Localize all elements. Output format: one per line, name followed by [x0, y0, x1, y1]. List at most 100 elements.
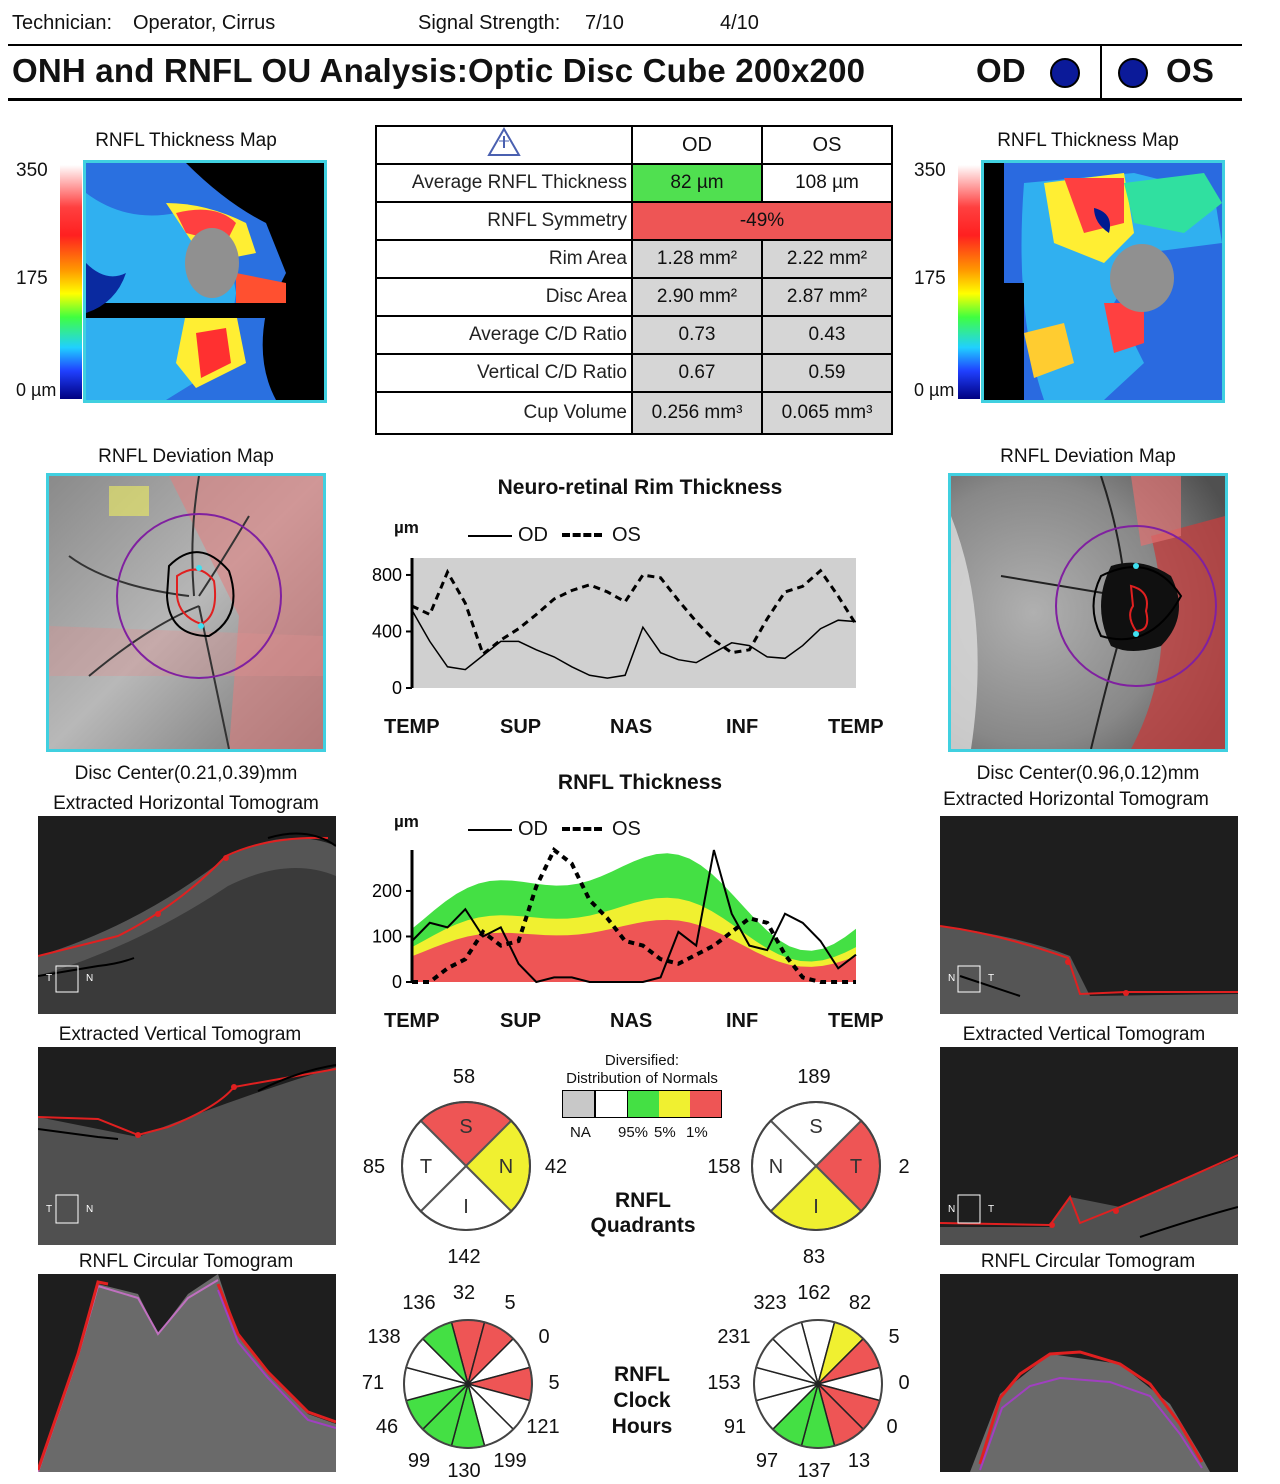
- od-clock-value: 199: [493, 1450, 527, 1472]
- row-value-merged: -49%: [631, 201, 893, 241]
- os-thickness-map: [981, 160, 1225, 403]
- row-label: Vertical C/D Ratio: [375, 353, 633, 393]
- os-circular-tomogram-title: RNFL Circular Tomogram: [980, 1251, 1196, 1272]
- rnfl-chart-unit: µm: [394, 812, 419, 831]
- clock-label-1: RNFL: [614, 1363, 670, 1386]
- os-clock-value: 153: [707, 1372, 741, 1394]
- svg-text:N: N: [86, 973, 93, 984]
- signal-od: 7/10: [585, 12, 624, 34]
- os-scale-mid: 175: [914, 268, 946, 289]
- od-deviation-map-title: RNFL Deviation Map: [98, 446, 274, 467]
- swatch-95: [628, 1091, 659, 1117]
- os-scale-min: 0 µm: [914, 380, 955, 400]
- norms-label-95: 95%: [618, 1124, 649, 1141]
- table-row: Rim Area 1.28 mm² 2.22 mm²: [375, 239, 893, 279]
- od-clock-value: 0: [538, 1326, 550, 1348]
- row-value-os: 108 µm: [761, 163, 893, 203]
- od-eye-icon: [1050, 58, 1080, 88]
- quadrant-letter: S: [809, 1116, 822, 1138]
- os-quadrant-t-value: 2: [898, 1156, 910, 1178]
- row-value-od: 0.73: [631, 315, 763, 355]
- od-scale-mid: 175: [16, 268, 48, 289]
- od-thickness-map-title: RNFL Thickness Map: [95, 130, 277, 151]
- svg-text:N: N: [948, 1204, 955, 1215]
- row-label: RNFL Symmetry: [375, 201, 633, 241]
- os-clock-value: 231: [717, 1326, 751, 1348]
- table-row: Average C/D Ratio 0.73 0.43: [375, 315, 893, 355]
- svg-text:N: N: [948, 973, 955, 984]
- os-deviation-map-title: RNFL Deviation Map: [1000, 446, 1176, 467]
- od-quadrant-n-value: 42: [544, 1156, 568, 1178]
- signal-os: 4/10: [720, 12, 759, 34]
- quadrant-letter: T: [850, 1156, 862, 1178]
- parameters-table: OD OS Average RNFL Thickness 82 µm 108 µ…: [375, 125, 893, 435]
- os-quadrant-n-value: 158: [707, 1156, 741, 1178]
- page-title: ONH and RNFL OU Analysis:Optic Disc Cube…: [12, 52, 866, 89]
- header-divider-top: [8, 44, 1242, 46]
- row-label: Cup Volume: [375, 391, 633, 435]
- norms-label-5: 5%: [654, 1124, 676, 1141]
- norms-legend-swatches: [562, 1090, 722, 1118]
- os-clock-value: 97: [755, 1450, 779, 1472]
- od-circular-tomogram-title: RNFL Circular Tomogram: [78, 1251, 294, 1272]
- os-clock-value: 82: [848, 1292, 872, 1314]
- od-quadrant-chart: S N I T: [401, 1101, 531, 1231]
- os-clock-value: 13: [847, 1450, 871, 1472]
- row-value-od: 2.90 mm²: [631, 277, 763, 317]
- os-clock-value: 5: [888, 1326, 900, 1348]
- row-value-os: 2.22 mm²: [761, 239, 893, 279]
- rim-chart: 0 400 800: [372, 558, 858, 698]
- rnfl-x-label-nas: NAS: [610, 1010, 653, 1032]
- rim-os-series-line: [411, 568, 858, 657]
- rnfl-od-series-line: [411, 849, 857, 984]
- os-quadrant-s-value: 189: [797, 1066, 831, 1088]
- rnfl-legend-os-line: [562, 827, 602, 831]
- os-eye-icon: [1118, 58, 1148, 88]
- row-label: Rim Area: [375, 239, 633, 279]
- warning-icon: [487, 126, 521, 156]
- rim-chart-title: Neuro-retinal Rim Thickness: [497, 476, 783, 499]
- od-clock-value: 71: [361, 1372, 385, 1394]
- normal-band-red: [412, 919, 856, 982]
- os-quadrant-i-value: 83: [802, 1246, 826, 1268]
- table-row: RNFL Symmetry -49%: [375, 201, 893, 241]
- y-tick-label: 100: [372, 926, 402, 946]
- warning-cell: [375, 125, 633, 165]
- quadrant-letter: I: [463, 1196, 469, 1218]
- quadrant-letter: N: [769, 1156, 783, 1178]
- row-value-os: 0.59: [761, 353, 893, 393]
- norms-label-na: NA: [570, 1124, 591, 1141]
- row-label: Average C/D Ratio: [375, 315, 633, 355]
- svg-text:T: T: [988, 973, 994, 984]
- os-clock-value: 137: [797, 1460, 831, 1482]
- os-clock-value: 323: [753, 1292, 787, 1314]
- rim-x-label-temp: TEMP: [384, 716, 440, 738]
- norms-legend-title2: Distribution of Normals: [566, 1070, 718, 1087]
- clock-label-2: Clock: [613, 1389, 671, 1412]
- os-clock-value: 0: [898, 1372, 910, 1394]
- row-value-os: 0.43: [761, 315, 893, 355]
- os-vertical-tomogram: N T: [939, 1047, 1239, 1245]
- os-clock-chart: [753, 1319, 883, 1449]
- od-clock-value: 136: [402, 1292, 436, 1314]
- table-header-os: OS: [761, 125, 893, 165]
- y-tick-label: 800: [372, 565, 402, 585]
- table-row: Disc Area 2.90 mm² 2.87 mm²: [375, 277, 893, 317]
- os-clock-value: 91: [723, 1416, 747, 1438]
- norms-label-1: 1%: [686, 1124, 708, 1141]
- od-horizontal-tomogram-title: Extracted Horizontal Tomogram: [53, 793, 319, 814]
- swatch-5: [659, 1091, 690, 1117]
- os-clock-value: 0: [886, 1416, 898, 1438]
- svg-text:T: T: [988, 1204, 994, 1215]
- swatch-na: [563, 1091, 596, 1117]
- row-value-od: 82 µm: [631, 163, 763, 203]
- rim-legend-os: OS: [612, 524, 641, 546]
- od-clock-value: 5: [504, 1292, 516, 1314]
- od-clock-value: 99: [407, 1450, 431, 1472]
- os-deviation-map: [948, 473, 1228, 752]
- od-quadrant-t-value: 85: [362, 1156, 386, 1178]
- table-row: Vertical C/D Ratio 0.67 0.59: [375, 353, 893, 393]
- od-scale-max: 350: [16, 160, 48, 181]
- od-quadrant-i-value: 142: [447, 1246, 481, 1268]
- rnfl-x-label-temp: TEMP: [384, 1010, 440, 1032]
